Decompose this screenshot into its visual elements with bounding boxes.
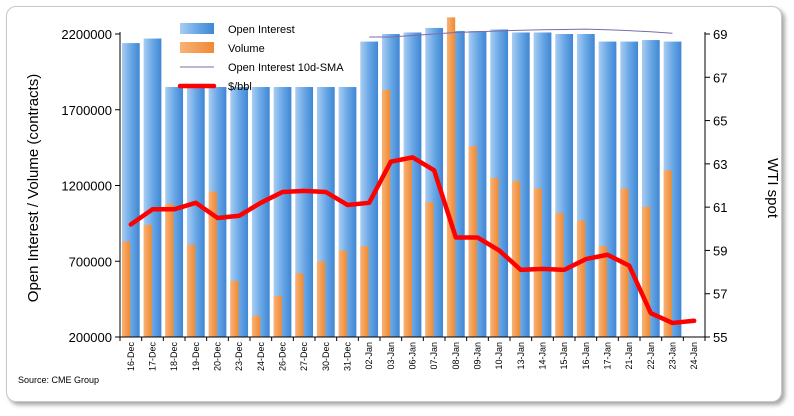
volume-bar <box>273 296 282 337</box>
x-tick-label: 03-Jan <box>386 342 396 370</box>
x-tick-label: 15-Jan <box>559 342 569 370</box>
volume-bar <box>403 158 412 337</box>
x-tick-label: 26-Dec <box>278 342 288 372</box>
open-interest-bar <box>273 87 292 338</box>
legend-swatch-volume <box>180 42 214 53</box>
x-tick-label: 09-Jan <box>473 342 483 370</box>
volume-bar <box>338 250 347 337</box>
y-tick-label: 1200000 <box>61 179 112 194</box>
legend-label-open-interest: Open Interest <box>228 24 295 36</box>
y2-tick-label: 59 <box>713 243 727 258</box>
y-tick-label: 2200000 <box>61 27 112 42</box>
volume-bar <box>230 280 239 337</box>
volume-bar <box>555 212 564 337</box>
x-tick-label: 13-Jan <box>516 342 526 370</box>
y-tick-label: 1700000 <box>61 103 112 118</box>
x-tick-label: 24-Jan <box>689 342 699 370</box>
volume-bar <box>641 206 651 337</box>
x-tick-label: 08-Jan <box>451 342 461 370</box>
x-tick-label: 22-Jan <box>646 342 656 370</box>
x-tick-label: 18-Dec <box>169 342 179 372</box>
volume-bar <box>533 188 542 337</box>
x-tick-label: 24-Dec <box>256 342 266 372</box>
x-tick-label: 19-Dec <box>191 342 201 372</box>
volume-bar <box>251 315 261 337</box>
x-tick-label: 17-Dec <box>148 342 158 372</box>
x-tick-label: 23-Dec <box>234 342 244 372</box>
oi-sma-line <box>369 28 673 38</box>
volume-bar <box>446 17 456 338</box>
line-layer <box>128 28 697 326</box>
volume-bar <box>598 246 607 337</box>
x-tick-label: 23-Jan <box>668 342 678 370</box>
bar-layer <box>121 17 682 338</box>
volume-bar <box>663 170 672 337</box>
x-tick-label: 14-Jan <box>538 342 548 370</box>
x-tick-label: 16-Jan <box>581 342 591 370</box>
volume-bar <box>360 246 369 337</box>
wti-price-line <box>128 155 697 326</box>
open-interest-bar <box>230 87 249 338</box>
source-label: Source: CME Group <box>18 375 99 385</box>
y2-tick-label: 63 <box>713 157 727 172</box>
volume-bar <box>425 202 434 337</box>
volume-bar <box>121 241 131 337</box>
x-tick-label: 17-Jan <box>603 342 613 370</box>
volume-bar <box>381 90 391 338</box>
legend-label-sma: Open Interest 10d-SMA <box>228 62 344 74</box>
y2-tick-label: 57 <box>713 287 727 302</box>
volume-bar <box>468 146 477 337</box>
legend: Open Interest Volume Open Interest 10d-SMA… <box>177 23 344 93</box>
volume-bar <box>576 220 586 337</box>
volume-bar <box>295 273 304 337</box>
x-tick-label: 27-Dec <box>299 342 309 372</box>
open-interest-bar <box>251 87 270 338</box>
volume-bar <box>511 180 521 337</box>
y2-tick-label: 67 <box>713 70 727 85</box>
volume-bar <box>490 177 499 337</box>
x-tick-label: 16-Dec <box>126 342 136 372</box>
y2-tick-label: 65 <box>713 114 727 129</box>
y2-tick-label: 69 <box>713 27 727 42</box>
x-tick-label: 06-Jan <box>408 342 418 370</box>
y-axis-title: Open Interest / Volume (contracts) <box>25 74 42 302</box>
y-tick-label: 200000 <box>69 330 112 345</box>
x-tick-label: 02-Jan <box>364 342 374 370</box>
x-tick-label: 31-Dec <box>343 342 353 372</box>
volume-bar <box>186 244 196 337</box>
volume-bar <box>316 261 326 337</box>
volume-bar <box>165 203 174 337</box>
volume-bar <box>143 224 152 337</box>
x-tick-label: 21-Jan <box>624 342 634 370</box>
volume-bar <box>208 191 217 337</box>
axes-layer: 200000 700000 1200000 1700000 2200000 55 57 59 6… <box>61 27 727 371</box>
x-tick-label: 20-Dec <box>213 342 223 372</box>
x-tick-label: 30-Dec <box>321 342 331 372</box>
y2-tick-label: 61 <box>713 200 727 215</box>
legend-label-price: $/bbl <box>228 81 252 93</box>
x-tick-label: 10-Jan <box>494 342 504 370</box>
y-tick-label: 700000 <box>69 254 112 269</box>
y2-axis-title: WTI spot <box>764 158 781 219</box>
legend-swatch-open-interest <box>180 23 214 34</box>
x-tick-label: 07-Jan <box>429 342 439 370</box>
legend-label-volume: Volume <box>228 43 265 55</box>
y2-tick-label: 55 <box>713 330 727 345</box>
